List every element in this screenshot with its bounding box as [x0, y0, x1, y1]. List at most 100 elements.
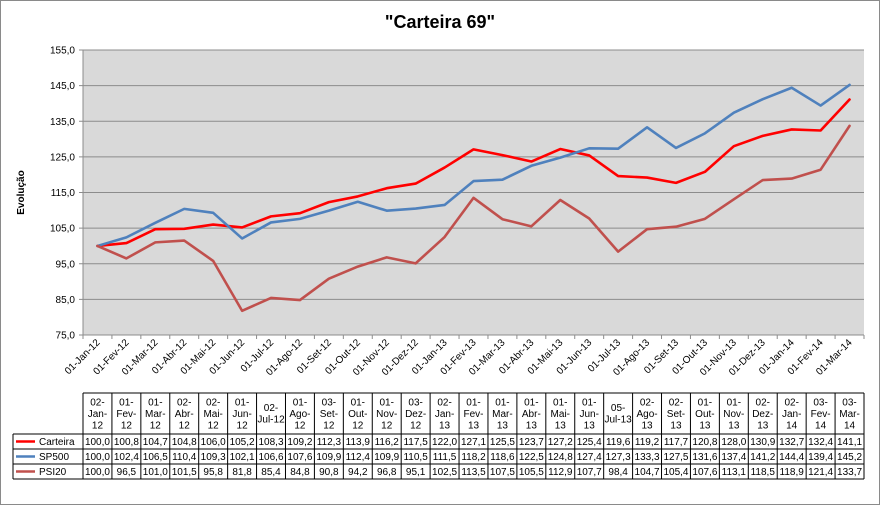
- table-value-cell: 113,9: [346, 437, 371, 448]
- y-tick-label: 85,0: [56, 295, 76, 306]
- table-value-cell: 117,5: [403, 437, 428, 448]
- table-value-cell: 131,6: [692, 452, 717, 463]
- table-value-cell: 127,5: [663, 452, 688, 463]
- table-header-cell: 01-Jun-13: [579, 397, 598, 431]
- table-value-cell: 141,2: [750, 452, 775, 463]
- legend-label: SP500: [39, 452, 69, 463]
- table-value-cell: 118,5: [751, 467, 776, 478]
- table-value-cell: 96,8: [377, 467, 397, 478]
- y-tick-label: 75,0: [56, 331, 76, 342]
- table-value-cell: 112,4: [346, 452, 371, 463]
- table-value-cell: 104,7: [143, 437, 168, 448]
- table-value-cell: 125,4: [577, 437, 602, 448]
- table-value-cell: 144,4: [779, 452, 804, 463]
- table-value-cell: 127,1: [461, 437, 486, 448]
- y-tick-label: 105,0: [50, 224, 75, 235]
- table-value-cell: 106,6: [259, 452, 284, 463]
- table-value-cell: 100,0: [85, 437, 110, 448]
- table-value-cell: 90,8: [319, 467, 339, 478]
- y-tick-label: 115,0: [51, 188, 76, 199]
- table-header-cell: 01-Out-13: [695, 397, 714, 431]
- table-value-cell: 105,2: [230, 437, 255, 448]
- table-header-cell: 02-Jul-12: [257, 403, 285, 426]
- table-value-cell: 104,8: [172, 437, 197, 448]
- table-value-cell: 95,1: [406, 467, 426, 478]
- table-header-cell: 01-Nov-13: [723, 397, 744, 431]
- table-value-cell: 105,4: [663, 467, 688, 478]
- table-value-cell: 122,5: [519, 452, 544, 463]
- table-value-cell: 145,2: [837, 452, 862, 463]
- table-header-cell: 01-Jun-12: [232, 397, 251, 431]
- table-header-cell: 01-Mai-13: [551, 397, 570, 431]
- table-header-cell: 01-Nov-12: [376, 397, 397, 431]
- table-value-cell: 128,0: [721, 437, 746, 448]
- table-value-cell: 106,5: [143, 452, 168, 463]
- table-value-cell: 106,0: [201, 437, 226, 448]
- table-value-cell: 98,4: [608, 467, 628, 478]
- legend-label: Carteira: [39, 437, 75, 448]
- y-tick-label: 145,0: [50, 81, 75, 92]
- table-value-cell: 118,9: [780, 467, 805, 478]
- table-header-cell: 03-Set-12: [320, 397, 338, 431]
- table-value-cell: 104,7: [635, 467, 660, 478]
- table-value-cell: 127,2: [548, 437, 573, 448]
- table-value-cell: 112,9: [548, 467, 573, 478]
- table-header-cell: 02-Jan-12: [88, 397, 107, 431]
- table-value-cell: 94,2: [348, 467, 368, 478]
- series-line-psi20: [96, 124, 851, 313]
- table-header-cell: 02-Jan-14: [782, 397, 801, 431]
- table-value-cell: 127,3: [606, 452, 631, 463]
- table-value-cell: 109,3: [201, 452, 226, 463]
- table-header-cell: 03-Dez-12: [405, 397, 426, 431]
- table-header-cell: 03-Mar-14: [839, 397, 860, 431]
- table-value-cell: 132,4: [808, 437, 833, 448]
- table-header-cell: 01-Mar-12: [145, 397, 166, 431]
- table-value-cell: 137,4: [721, 452, 746, 463]
- chart-title: "Carteira 69": [385, 12, 495, 32]
- table-header-cell: 02-Mai-12: [203, 397, 222, 431]
- table-header-cell: 01-Ago-12: [289, 397, 310, 431]
- table-value-cell: 108,3: [259, 437, 284, 448]
- table-value-cell: 109,2: [287, 437, 312, 448]
- y-tick-label: 95,0: [56, 259, 76, 270]
- table-header-cell: 02-Abr-12: [175, 397, 194, 431]
- table-value-cell: 100,0: [85, 467, 110, 478]
- table-header-cell: 01-Mar-13: [492, 397, 513, 431]
- table-value-cell: 113,5: [461, 467, 486, 478]
- table-value-cell: 107,5: [490, 467, 515, 478]
- table-value-cell: 102,5: [432, 467, 457, 478]
- table-value-cell: 113,1: [722, 467, 747, 478]
- table-value-cell: 107,7: [577, 467, 602, 478]
- legend-label: PSI20: [39, 467, 67, 478]
- table-header-cell: 02-Ago-13: [636, 397, 657, 431]
- table-value-cell: 110,5: [403, 452, 428, 463]
- table-header-cell: 02-Jan-13: [435, 397, 454, 431]
- series-line-carteira: [96, 98, 851, 248]
- table-value-cell: 105,5: [519, 467, 544, 478]
- table-value-cell: 102,1: [230, 452, 255, 463]
- table-value-cell: 132,7: [779, 437, 804, 448]
- table-value-cell: 125,5: [490, 437, 515, 448]
- table-header-cell: 01-Out-12: [348, 397, 367, 431]
- table-value-cell: 84,8: [290, 467, 310, 478]
- table-value-cell: 96,5: [117, 467, 137, 478]
- table-value-cell: 101,0: [143, 467, 168, 478]
- table-value-cell: 101,5: [172, 467, 197, 478]
- table-header-cell: 02-Set-13: [667, 397, 685, 431]
- table-value-cell: 116,2: [375, 437, 400, 448]
- table-header-cell: 01-Abr-13: [522, 397, 541, 431]
- table-value-cell: 118,6: [490, 452, 515, 463]
- table-value-cell: 141,1: [837, 437, 862, 448]
- table-value-cell: 102,4: [114, 452, 139, 463]
- table-value-cell: 110,4: [172, 452, 197, 463]
- table-value-cell: 112,3: [317, 437, 342, 448]
- table-value-cell: 123,7: [519, 437, 544, 448]
- table-value-cell: 95,8: [203, 467, 223, 478]
- table-value-cell: 107,6: [692, 467, 717, 478]
- table-value-cell: 100,8: [114, 437, 139, 448]
- table-value-cell: 124,8: [548, 452, 573, 463]
- y-tick-label: 135,0: [50, 117, 75, 128]
- series-line-sp500: [96, 83, 851, 248]
- table-value-cell: 119,6: [606, 437, 631, 448]
- table-value-cell: 133,7: [837, 467, 862, 478]
